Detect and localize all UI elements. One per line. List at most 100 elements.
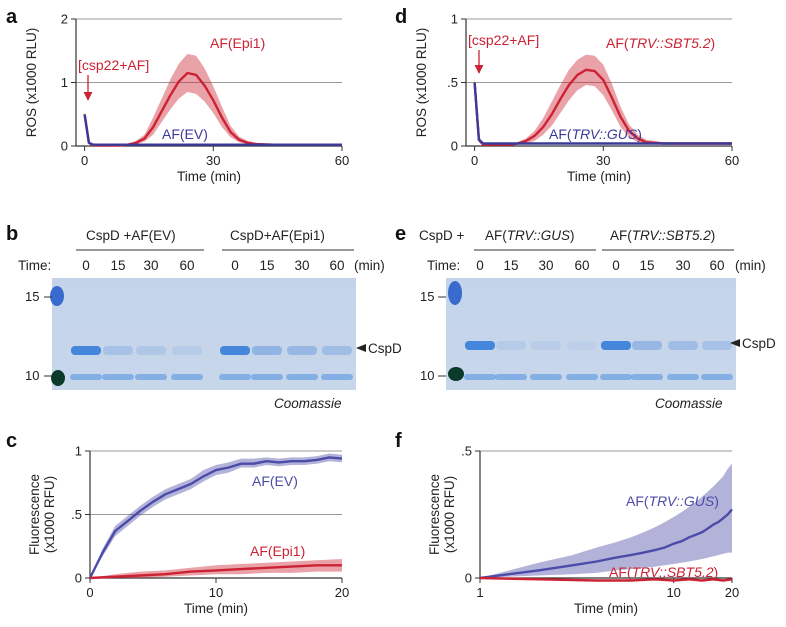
time-point-2: 30 bbox=[143, 258, 158, 273]
xtick-label-0: 0 bbox=[86, 585, 93, 600]
gel-e bbox=[446, 278, 736, 390]
gel-b bbox=[52, 278, 356, 390]
xtick-label-0: 0 bbox=[471, 153, 478, 168]
marker-15-b: 15 bbox=[25, 289, 39, 304]
cspd-band-1 bbox=[496, 341, 526, 350]
panel-letter-c: c bbox=[6, 430, 17, 452]
lower-band-6 bbox=[667, 374, 699, 380]
x-axis-label: Time (min) bbox=[177, 169, 241, 184]
time-unit-b: (min) bbox=[354, 258, 385, 273]
lower-band-5 bbox=[251, 374, 283, 380]
ytick-label-0: 0 bbox=[61, 139, 68, 154]
y-axis-label-line1: Fluorescence bbox=[27, 474, 42, 555]
panel-a: a 0 1 2 0 30 60 Time (min) ROS (x1000 RLU) AF(Ep… bbox=[6, 6, 349, 184]
time-point-6: 30 bbox=[294, 258, 309, 273]
treatment-annotation-a: [csp22+AF] bbox=[78, 57, 149, 73]
lower-band-4 bbox=[219, 374, 251, 380]
gel-group-label-e1: AF(TRV::GUS) bbox=[485, 228, 575, 243]
band-arrow-b bbox=[356, 344, 366, 352]
cspd-band-6 bbox=[287, 346, 317, 355]
lower-band-4 bbox=[600, 374, 632, 380]
y-axis-label-line2: (x1000 RFU) bbox=[42, 476, 57, 553]
time-point-6: 30 bbox=[675, 258, 690, 273]
ytick-label-2: 1 bbox=[75, 444, 82, 459]
treatment-annotation-d: [csp22+AF] bbox=[468, 32, 539, 48]
cspd-band-2 bbox=[136, 346, 166, 355]
series-label-0: AF(TRV::SBT5.2) bbox=[606, 35, 715, 51]
marker-15-e: 15 bbox=[420, 289, 434, 304]
ytick-label-1: .5 bbox=[71, 507, 82, 522]
xtick-label-2: 60 bbox=[335, 153, 349, 168]
gel-bands-e bbox=[464, 341, 733, 380]
fluorescence-chart-f: 0 .5 1 10 20 Time (min) Fluorescence (x1000 RFU… bbox=[427, 444, 739, 617]
ros-chart-d: 0 .5 1 0 30 60 Time (min) ROS (x1000 RLU) AF(TRV… bbox=[414, 12, 739, 185]
gel-bands-b bbox=[70, 346, 353, 380]
ros-chart-a: 0 1 2 0 30 60 Time (min) ROS (x1000 RLU) AF(Epi1… bbox=[24, 12, 349, 185]
cspd-band-3 bbox=[172, 346, 202, 355]
marker-10-b: 10 bbox=[25, 368, 39, 383]
time-point-1: 15 bbox=[503, 258, 518, 273]
time-point-0: 0 bbox=[82, 258, 90, 273]
panel-letter-a: a bbox=[6, 6, 18, 28]
xtick-label-1: 10 bbox=[666, 585, 680, 600]
stain-label-e: Coomassie bbox=[655, 396, 723, 411]
lower-band-2 bbox=[530, 374, 562, 380]
series-line-0 bbox=[479, 508, 733, 580]
lower-band-1 bbox=[102, 374, 134, 380]
series-label-1: AF(TRV::GUS) bbox=[549, 126, 642, 142]
time-points-b: 0 15 30 60 0 15 30 60 bbox=[82, 258, 344, 273]
ytick-label-0: 0 bbox=[75, 571, 82, 586]
band-label-b: CspD bbox=[368, 341, 402, 356]
ytick-label-0: 0 bbox=[451, 139, 458, 154]
ladder-10-b bbox=[51, 370, 65, 386]
series-line-0 bbox=[88, 456, 343, 579]
lower-band-5 bbox=[631, 374, 663, 380]
ytick-label-1: 1 bbox=[61, 75, 68, 90]
cspd-band-0 bbox=[465, 341, 495, 350]
time-point-0: 0 bbox=[476, 258, 484, 273]
x-axis-label: Time (min) bbox=[184, 601, 248, 616]
ladder-15-e bbox=[448, 281, 462, 305]
series-line-1 bbox=[83, 114, 342, 146]
time-point-3: 60 bbox=[179, 258, 194, 273]
series-band-1 bbox=[90, 559, 342, 578]
xtick-label-1: 30 bbox=[596, 153, 610, 168]
panel-letter-f: f bbox=[395, 430, 402, 452]
lower-band-7 bbox=[321, 374, 353, 380]
cspd-band-2 bbox=[531, 341, 561, 350]
ladder-10-e bbox=[448, 367, 464, 381]
lower-band-2 bbox=[135, 374, 167, 380]
panel-letter-b: b bbox=[6, 223, 18, 245]
time-point-4: 0 bbox=[612, 258, 620, 273]
cspd-band-4 bbox=[220, 346, 250, 355]
xtick-label-1: 30 bbox=[206, 153, 220, 168]
y-axis-label: ROS (x1000 RLU) bbox=[414, 28, 429, 138]
marker-10-e: 10 bbox=[420, 368, 434, 383]
panel-d: d 0 .5 1 0 30 60 Time (min) ROS (x1000 RLU) AF(T… bbox=[395, 6, 739, 184]
series-label-1: AF(Epi1) bbox=[250, 543, 305, 559]
cspd-band-1 bbox=[103, 346, 133, 355]
xtick-label-1: 10 bbox=[209, 585, 223, 600]
time-point-7: 60 bbox=[329, 258, 344, 273]
series-label-0: AF(TRV::GUS) bbox=[626, 493, 719, 509]
time-unit-e: (min) bbox=[735, 258, 766, 273]
gel-group-label-e2: AF(TRV::SBT5.2) bbox=[610, 228, 715, 243]
time-points-e: 0 15 30 60 0 15 30 60 bbox=[476, 258, 724, 273]
y-axis-label: ROS (x1000 RLU) bbox=[24, 28, 39, 138]
time-label-e: Time: bbox=[427, 258, 460, 273]
ytick-label-2: 2 bbox=[61, 12, 68, 27]
xtick-label-2: 60 bbox=[725, 153, 739, 168]
cspd-band-6 bbox=[668, 341, 698, 350]
xtick-label-2: 20 bbox=[725, 585, 739, 600]
panel-e: e CspD + AF(TRV::GUS) AF(TRV::SBT5.2) Ti… bbox=[395, 223, 776, 411]
lower-band-7 bbox=[701, 374, 733, 380]
time-point-3: 60 bbox=[574, 258, 589, 273]
ladder-15-b bbox=[50, 286, 64, 306]
series-band-0 bbox=[474, 54, 732, 146]
stain-label-b: Coomassie bbox=[274, 396, 342, 411]
time-point-5: 15 bbox=[639, 258, 654, 273]
lower-band-3 bbox=[566, 374, 598, 380]
cspd-band-5 bbox=[632, 341, 662, 350]
cspd-band-4 bbox=[601, 341, 631, 350]
